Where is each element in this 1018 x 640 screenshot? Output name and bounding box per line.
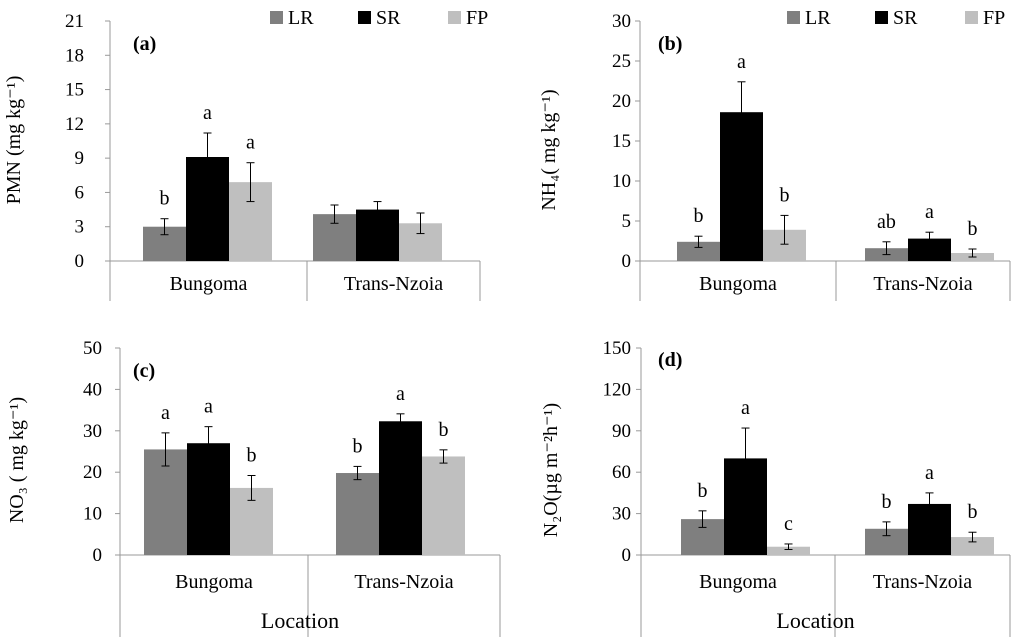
y-tick-label: 60: [612, 462, 631, 483]
significance-label: b: [968, 501, 978, 523]
panel-label: (c): [133, 360, 155, 382]
bar-fp-1: [422, 456, 465, 555]
significance-label: a: [204, 396, 213, 418]
significance-label: a: [741, 397, 750, 419]
y-tick-label: 120: [603, 379, 632, 400]
y-tick-label: 30: [612, 504, 631, 525]
x-axis-title: Location: [261, 608, 339, 633]
legend-swatch-sr: [875, 11, 888, 24]
panel-c: 0 10 20 30 40 50 NO₃ ( mg kg⁻¹) (c) a a b Bungoma b a…: [6, 338, 501, 637]
legend: LR SR FP: [270, 7, 488, 29]
legend-swatch-fp: [448, 11, 461, 24]
y-tick-label: 20: [83, 462, 102, 483]
legend-swatch-fp: [965, 11, 978, 24]
significance-label: b: [968, 218, 978, 240]
y-tick-label: 18: [65, 45, 84, 66]
legend-swatch-lr: [787, 11, 800, 24]
legend-label: LR: [288, 7, 314, 29]
y-tick-label: 50: [83, 338, 102, 359]
y-axis-title: NO₃ ( mg kg⁻¹): [6, 397, 28, 523]
y-tick-label: 30: [83, 421, 102, 442]
y-axis-title: NH₄( mg kg⁻¹): [538, 89, 560, 210]
y-tick-label: 5: [622, 211, 632, 232]
legend-label: SR: [893, 7, 918, 29]
category-label: Bungoma: [175, 571, 253, 593]
y-axis-title: PMN (mg kg⁻¹): [3, 76, 25, 205]
y-tick-label: 9: [75, 148, 85, 169]
category-label: Trans-Nzoia: [873, 571, 972, 593]
bar-sr-1: [908, 238, 951, 261]
y-tick-label: 10: [612, 171, 631, 192]
y-tick-label: 30: [612, 11, 631, 32]
panel-label: (d): [658, 349, 682, 371]
y-axis-title: N₂O(µg m⁻²h⁻¹): [540, 403, 562, 537]
category-label: Bungoma: [170, 273, 248, 295]
x-axis-title: Location: [776, 608, 854, 633]
significance-label: b: [160, 188, 170, 210]
significance-label: b: [698, 480, 708, 502]
significance-label: b: [353, 435, 363, 457]
significance-label: a: [737, 51, 746, 73]
significance-label: b: [439, 419, 449, 441]
significance-label: ab: [877, 211, 896, 233]
legend-label: LR: [805, 7, 831, 29]
legend-label: SR: [376, 7, 401, 29]
bar-lr-0: [677, 241, 720, 261]
panel-label: (b): [658, 33, 682, 55]
bar-fp-0: [767, 546, 810, 555]
bar-lr-0: [144, 449, 187, 555]
y-tick-label: 25: [612, 51, 631, 72]
significance-label: b: [694, 205, 704, 227]
legend-label: FP: [466, 7, 488, 29]
legend-label: FP: [983, 7, 1005, 29]
significance-label: a: [925, 201, 934, 223]
significance-label: a: [161, 402, 170, 424]
y-tick-label: 12: [65, 114, 84, 135]
significance-label: a: [925, 462, 934, 484]
significance-label: c: [784, 513, 793, 535]
bar-sr-1: [379, 421, 422, 555]
y-tick-label: 21: [65, 11, 84, 32]
y-tick-label: 0: [622, 545, 632, 566]
category-label: Bungoma: [699, 571, 777, 593]
significance-label: a: [396, 383, 405, 405]
y-tick-label: 0: [75, 251, 85, 272]
y-tick-label: 3: [75, 217, 85, 238]
panel-label: (a): [133, 33, 156, 55]
bar-fp-1: [951, 537, 994, 555]
category-label: Bungoma: [699, 273, 777, 295]
bar-sr-1: [356, 209, 399, 261]
panel-d: 0 30 60 90 120 150 N₂O(µg m⁻²h⁻¹) (d) b a c Bungoma…: [540, 338, 1011, 637]
legend-swatch-sr: [358, 11, 371, 24]
y-tick-label: 90: [612, 421, 631, 442]
significance-label: a: [246, 132, 255, 154]
significance-label: a: [203, 102, 212, 124]
bar-lr-1: [336, 473, 379, 555]
y-tick-label: 15: [65, 80, 84, 101]
panel-a: 0 3 6 9 12 15 18 21 PMN (mg kg⁻¹) (a) b a a Bungoma Tr…: [3, 7, 488, 301]
y-tick-label: 15: [612, 131, 631, 152]
y-tick-label: 0: [93, 545, 103, 566]
significance-label: b: [882, 491, 892, 513]
significance-label: b: [247, 445, 257, 467]
y-tick-label: 20: [612, 91, 631, 112]
legend-swatch-lr: [270, 11, 283, 24]
category-label: Trans-Nzoia: [354, 571, 453, 593]
y-tick-label: 0: [622, 251, 632, 272]
y-tick-label: 6: [75, 182, 85, 203]
y-tick-label: 40: [83, 379, 102, 400]
category-label: Trans-Nzoia: [873, 273, 972, 295]
y-tick-label: 10: [83, 504, 102, 525]
significance-label: b: [780, 184, 790, 206]
bar-sr-0: [187, 443, 230, 555]
category-label: Trans-Nzoia: [344, 273, 443, 295]
legend: LR SR FP: [787, 7, 1005, 29]
y-tick-label: 150: [603, 338, 632, 359]
